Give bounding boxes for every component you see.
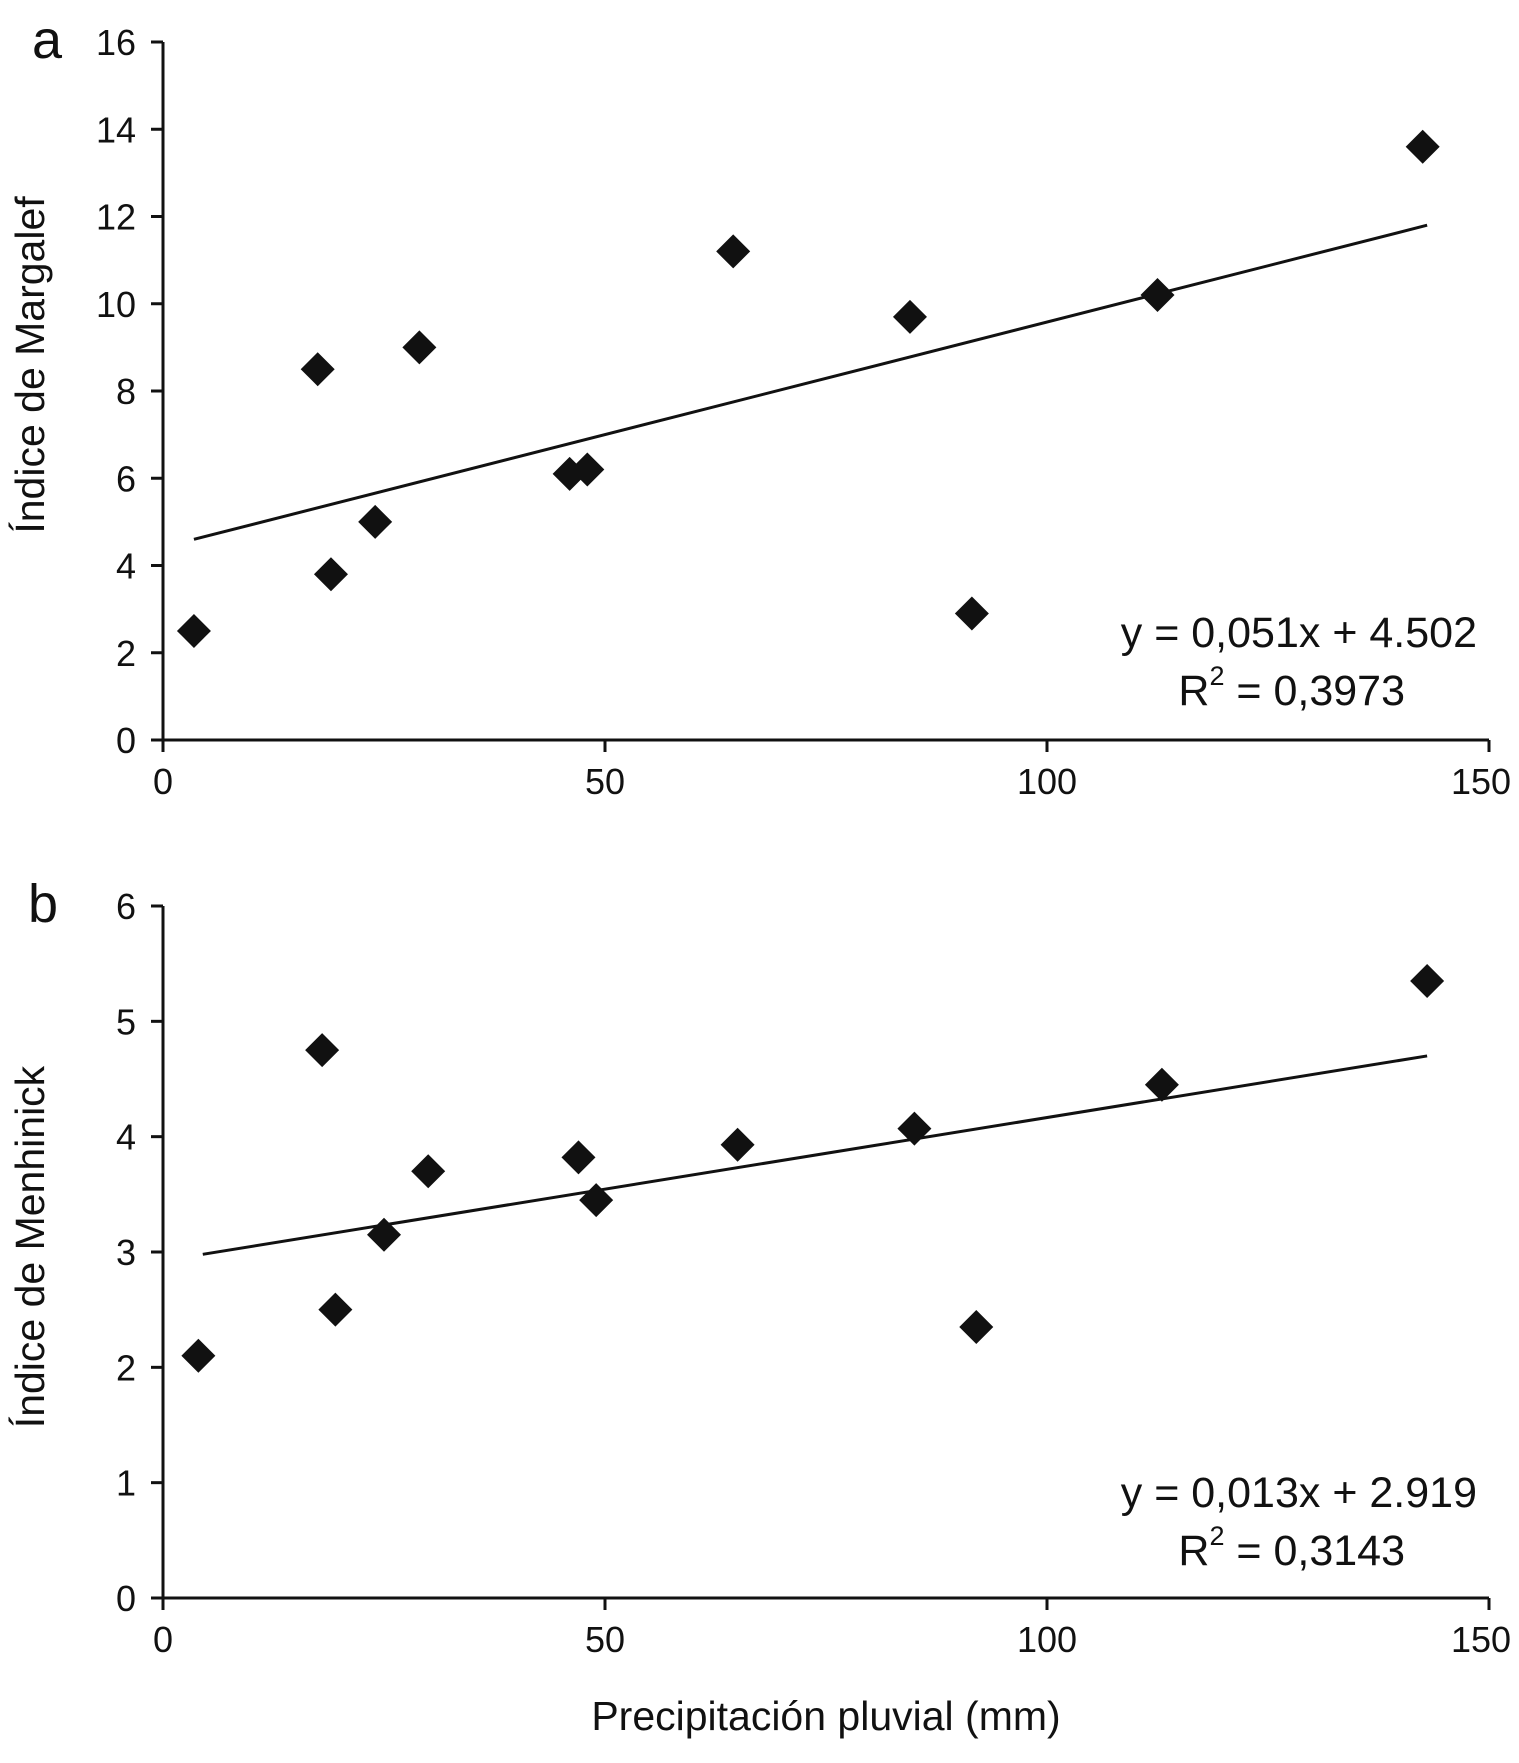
panel-a-x-tick-label: 50 xyxy=(585,761,625,802)
panel-a-data-point xyxy=(313,557,348,592)
panel-a-data-point xyxy=(1140,278,1175,313)
panel-a-data-point xyxy=(358,504,393,539)
panel-b-y-tick-label: 0 xyxy=(116,1578,136,1619)
panel-b-y-tick-label: 5 xyxy=(116,1001,136,1042)
panel-b-data-point xyxy=(561,1140,596,1175)
panel-b-data-point xyxy=(305,1033,340,1068)
panel-b-y-ticks: 0 1 2 3 4 5 6 xyxy=(116,886,163,1619)
panel-a-r-squared: R2 = 0,3973 xyxy=(1178,661,1405,715)
panel-b-x-tick-label: 0 xyxy=(153,1619,173,1660)
panel-a-margalef: a Índice de Margalef 0 2 4 6 8 10 12 14 16 0 50 10… xyxy=(7,10,1511,802)
panel-a-points xyxy=(176,129,1440,648)
panel-a-y-ticks: 0 2 4 6 8 10 12 14 16 xyxy=(96,22,163,761)
panel-b-y-tick-label: 1 xyxy=(116,1463,136,1504)
panel-b-x-tick-label: 150 xyxy=(1451,1619,1511,1660)
panel-a-data-point xyxy=(570,452,605,487)
panel-b-data-point xyxy=(367,1217,401,1252)
panel-b-y-tick-label: 3 xyxy=(116,1232,136,1273)
panel-b-y-tick-label: 4 xyxy=(116,1117,136,1158)
panel-a-y-tick-label: 12 xyxy=(96,197,136,238)
panel-b-x-ticks: 0 50 100 150 xyxy=(153,1598,1511,1660)
panel-a-x-ticks: 0 50 100 150 xyxy=(153,740,1511,802)
panel-b-data-point xyxy=(1410,963,1445,998)
panel-b-r-exponent: 2 xyxy=(1209,1521,1224,1551)
panel-a-y-tick-label: 4 xyxy=(116,546,136,587)
panel-a-trendline xyxy=(193,223,1428,541)
panel-b-y-tick-label: 2 xyxy=(116,1347,136,1388)
panel-b-points xyxy=(181,963,1445,1373)
panel-a-y-tick-label: 6 xyxy=(116,458,136,499)
panel-a-x-tick-label: 0 xyxy=(153,761,173,802)
panel-b-r-value: = 0,3143 xyxy=(1224,1527,1405,1575)
panel-a-equation: y = 0,051x + 4.502 xyxy=(1121,609,1477,657)
panel-a-data-point xyxy=(176,613,211,648)
panel-b-x-tick-label: 100 xyxy=(1017,1619,1077,1660)
panel-a-r-exponent: 2 xyxy=(1209,661,1224,691)
panel-b-data-point xyxy=(318,1292,353,1327)
panel-a-y-tick-label: 0 xyxy=(116,720,136,761)
panel-a-r-prefix: R xyxy=(1178,667,1209,715)
panel-a-r-value: = 0,3973 xyxy=(1224,667,1405,715)
panel-b-data-point xyxy=(959,1309,994,1344)
panel-a-y-axis-title: Índice de Margalef xyxy=(7,196,53,534)
panel-a-y-tick-label: 2 xyxy=(116,633,136,674)
panel-a-data-point xyxy=(402,330,437,365)
panel-b-data-point xyxy=(1144,1067,1179,1102)
panel-a-data-point xyxy=(892,299,927,334)
panel-b-label: b xyxy=(28,874,58,934)
panel-b-data-point xyxy=(579,1183,614,1218)
panel-a-y-tick-label: 10 xyxy=(96,284,136,325)
panel-a-y-tick-label: 16 xyxy=(96,22,136,63)
panel-b-data-point xyxy=(181,1338,216,1373)
panel-b-equation: y = 0,013x + 2.919 xyxy=(1121,1469,1477,1517)
panel-b-y-tick-label: 6 xyxy=(116,886,136,927)
panel-a-x-tick-label: 150 xyxy=(1451,761,1511,802)
panel-a-data-point xyxy=(1405,129,1440,164)
panel-a-x-tick-label: 100 xyxy=(1017,761,1077,802)
panel-a-label: a xyxy=(32,10,63,70)
panel-b-data-point xyxy=(411,1154,446,1189)
panel-b-data-point xyxy=(720,1127,755,1162)
x-axis-title: Precipitación pluvial (mm) xyxy=(591,1693,1060,1739)
panel-a-data-point xyxy=(716,234,751,269)
panel-b-trendline xyxy=(202,1054,1428,1256)
panel-b-r-prefix: R xyxy=(1178,1527,1209,1575)
panel-b-data-point xyxy=(897,1111,932,1146)
panel-b-x-tick-label: 50 xyxy=(585,1619,625,1660)
panel-a-data-point xyxy=(954,596,989,631)
panel-a-y-tick-label: 8 xyxy=(116,371,136,412)
panel-b-r-squared: R2 = 0,3143 xyxy=(1178,1521,1405,1575)
panel-a-data-point xyxy=(300,352,335,387)
panel-a-y-tick-label: 14 xyxy=(96,109,136,150)
panel-b-y-axis-title: Índice de Menhinick xyxy=(7,1065,53,1428)
